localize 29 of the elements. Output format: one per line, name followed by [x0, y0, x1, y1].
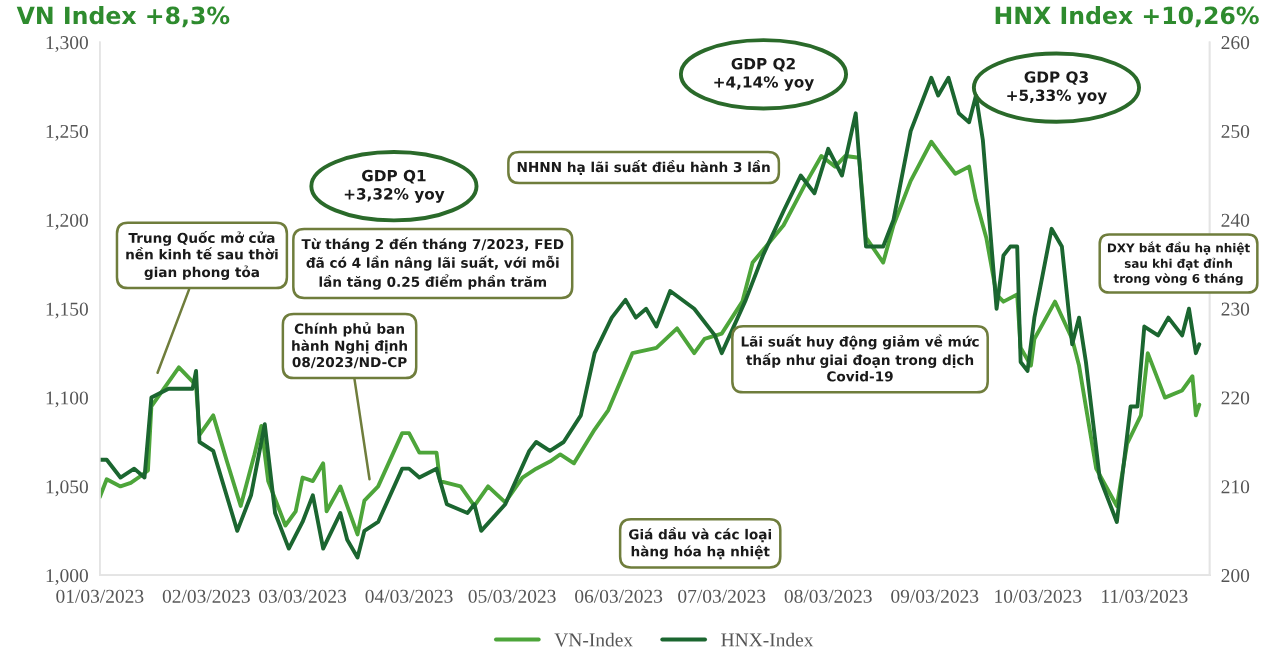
x-tick-label: 04/03/2023: [365, 589, 453, 603]
y2-tick-label: 260: [1221, 36, 1250, 50]
x-tick-label: 11/03/2023: [1102, 589, 1188, 603]
x-tick-label: 06/03/2023: [575, 589, 663, 603]
x-tick-label: 01/03/2023: [56, 589, 144, 603]
y-tick-label: 1,100: [46, 391, 88, 408]
x-tick-label: 05/03/2023: [468, 589, 556, 603]
y-tick-label: 1,050: [46, 480, 88, 497]
x-tick-label: 09/03/2023: [891, 589, 979, 603]
y2-tick-label: 200: [1221, 569, 1250, 583]
legend-label: HNX-Index: [721, 632, 814, 647]
y-tick-label: 1,200: [46, 213, 88, 230]
y-tick-label: 1,000: [46, 569, 88, 585]
y-tick-label: 1,150: [46, 302, 88, 319]
y-tick-label: 1,250: [46, 124, 88, 141]
y2-tick-label: 210: [1221, 480, 1250, 494]
x-tick-label: 07/03/2023: [678, 589, 766, 603]
x-tick-label: 02/03/2023: [162, 589, 250, 603]
y2-tick-label: 240: [1221, 213, 1250, 227]
y2-axis-title: HNX Index +10,26%: [995, 6, 1259, 28]
y-tick-label: 1,300: [46, 36, 88, 52]
y2-tick-label: 230: [1221, 302, 1250, 316]
y2-tick-label: 220: [1221, 391, 1250, 405]
x-tick-label: 03/03/2023: [259, 589, 347, 603]
y-axis-title: VN Index +8,3%: [16, 6, 230, 28]
x-tick-label: 10/03/2023: [995, 589, 1082, 603]
x-tick-label: 08/03/2023: [784, 589, 872, 603]
y2-tick-label: 250: [1221, 124, 1250, 139]
legend-label: VN-Index: [554, 632, 633, 647]
